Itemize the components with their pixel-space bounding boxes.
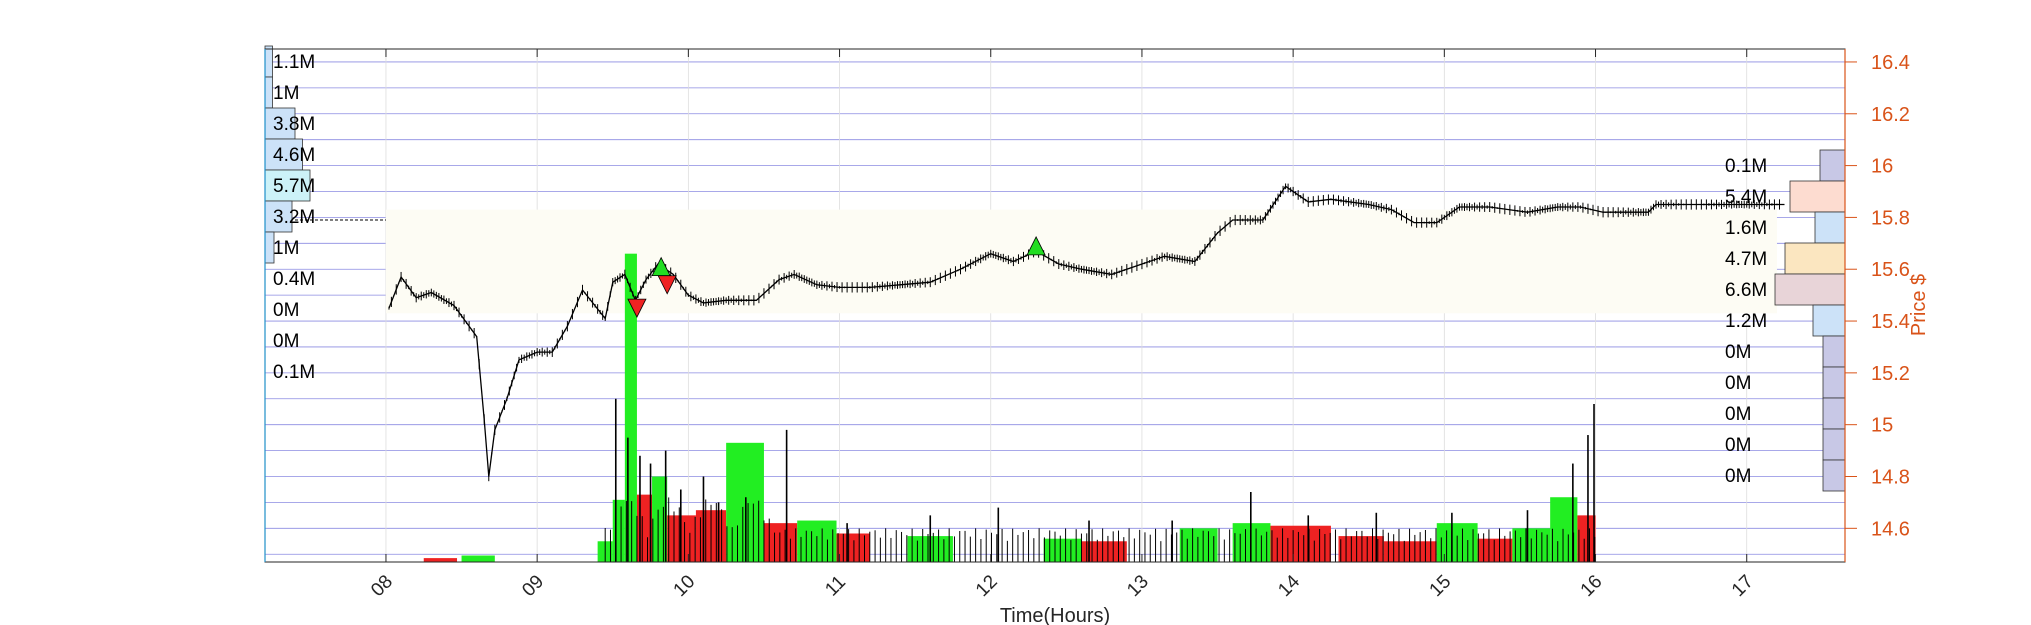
x-tick-label: 13 <box>1123 571 1153 601</box>
y-tick-label: 15.4 <box>1871 311 1910 333</box>
right-profile-bar <box>1822 335 1846 368</box>
left-profile-label: 5.7M <box>273 176 315 197</box>
right-profile-bar <box>1822 459 1846 492</box>
volume-bar <box>612 499 625 562</box>
y-tick-label: 15 <box>1871 415 1893 437</box>
right-profile-label: 0M <box>1725 404 1751 425</box>
x-tick-label: 09 <box>518 571 548 601</box>
left-profile-label: 0.4M <box>273 269 315 290</box>
y-tick-label: 15.8 <box>1871 207 1910 229</box>
x-tick-label: 12 <box>972 571 1002 601</box>
left-profile-label: 3.2M <box>273 207 315 228</box>
right-profile-label: 5.4M <box>1725 187 1767 208</box>
left-profile-bar <box>264 45 273 78</box>
right-profile-label: 1.2M <box>1725 311 1767 332</box>
left-volume-profile: 1.1M 1M 3.8M 4.6M 5.7M 3.2M 1M 0.4M 0M 0M 0.1M <box>264 45 315 383</box>
left-profile-label: 0M <box>273 331 299 352</box>
right-profile-bar <box>1819 149 1846 182</box>
y-tick-label: 16.2 <box>1871 104 1910 126</box>
x-axis-label: Time(Hours) <box>1000 605 1110 625</box>
y-tick-label: 16.4 <box>1871 52 1910 74</box>
y-axis-label: Price $ <box>1908 274 1930 336</box>
y-axis-ticks: 14.6 14.8 15 15.2 15.4 15.6 15.8 16 16.2 16.4 <box>1845 52 1910 540</box>
y-tick-label: 15.6 <box>1871 259 1910 281</box>
volume-bar <box>423 558 458 562</box>
x-tick-label: 08 <box>367 571 397 601</box>
x-tick-label: 16 <box>1577 571 1607 601</box>
right-profile-label: 0M <box>1725 466 1751 487</box>
right-profile-bar <box>1774 273 1846 306</box>
trade-markers <box>627 236 1046 318</box>
right-profile-label: 0M <box>1725 435 1751 456</box>
y-tick-label: 14.6 <box>1871 518 1910 540</box>
right-profile-label: 1.6M <box>1725 218 1767 239</box>
right-profile-label: 6.6M <box>1725 280 1767 301</box>
volume-bar <box>1179 528 1218 562</box>
right-profile-bar <box>1812 304 1846 337</box>
right-profile-bar <box>1822 397 1846 430</box>
right-profile-bar <box>1822 366 1846 399</box>
left-profile-label: 0M <box>273 300 299 321</box>
x-tick-label: 17 <box>1728 571 1758 601</box>
right-profile-bar <box>1814 211 1846 244</box>
right-profile-bar <box>1784 242 1846 275</box>
volume-spikes <box>604 398 1596 562</box>
left-profile-label: 4.6M <box>273 145 315 166</box>
buy-marker <box>1026 236 1046 256</box>
right-profile-label: 4.7M <box>1725 249 1767 270</box>
volume-bar <box>461 555 495 562</box>
left-profile-label: 3.8M <box>273 114 315 135</box>
volume-bar <box>1577 515 1596 562</box>
y-tick-label: 14.8 <box>1871 467 1910 489</box>
y-tick-label: 15.2 <box>1871 363 1910 385</box>
volume-bar <box>1081 541 1127 562</box>
left-profile-bar <box>264 107 296 140</box>
volume-bar <box>1383 541 1437 562</box>
sell-marker <box>657 275 677 295</box>
left-profile-label: 0.1M <box>273 362 315 383</box>
left-profile-label: 1M <box>273 83 299 104</box>
right-profile-label: 0M <box>1725 342 1751 363</box>
left-profile-bar <box>264 200 293 233</box>
volume-bar <box>1477 538 1513 562</box>
x-tick-label: 11 <box>821 572 850 601</box>
x-tick-label: 10 <box>670 571 700 601</box>
volume-bar <box>1270 525 1331 562</box>
right-profile-bar <box>1789 180 1846 213</box>
left-profile-label: 1M <box>273 238 299 259</box>
left-profile-bar <box>264 76 273 109</box>
right-profile-label: 0M <box>1725 373 1751 394</box>
left-profile-bar <box>264 169 311 202</box>
sell-marker <box>627 298 647 318</box>
price-overlay <box>385 209 1777 314</box>
right-profile-bar <box>1822 428 1846 461</box>
left-profile-label: 1.1M <box>273 52 315 73</box>
volume-bar <box>1043 538 1082 562</box>
right-profile-label: 0.1M <box>1725 156 1767 177</box>
y-tick-label: 16 <box>1871 156 1893 178</box>
right-volume-profile: 0.1M 5.4M 1.6M 4.7M 6.6M 1.2M 0M 0M 0M 0M 0M <box>1725 149 1846 492</box>
x-tick-label: 14 <box>1274 571 1304 601</box>
x-tick-label: 15 <box>1426 571 1456 601</box>
